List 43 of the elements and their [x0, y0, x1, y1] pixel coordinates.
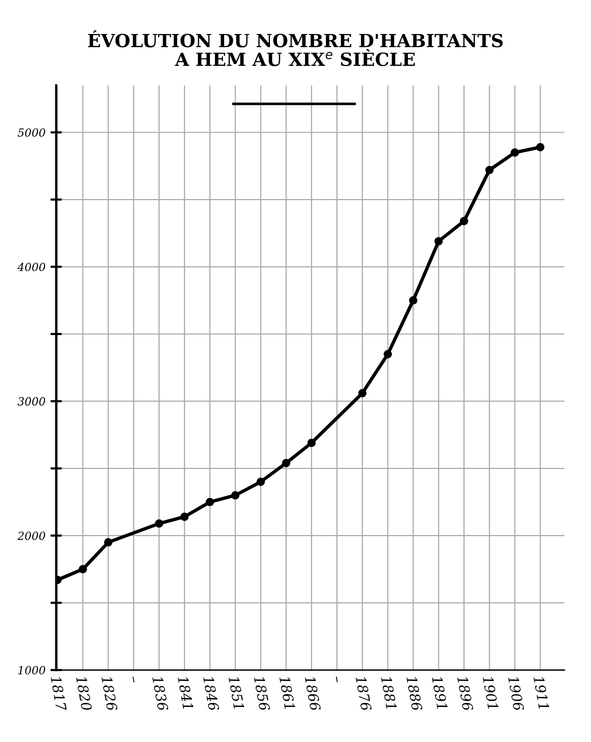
point: [485, 166, 494, 174]
point: [434, 237, 443, 246]
x-tick-label: 1826: [101, 676, 118, 712]
point: [460, 216, 468, 226]
y-tick-label: 2000: [17, 532, 46, 540]
point: [409, 296, 418, 305]
x-tick-label: 1896: [457, 676, 474, 712]
x-tick-label: 1851: [228, 676, 244, 709]
x-tick-label: 1861: [279, 676, 296, 709]
x-tick-label: –: [336, 676, 338, 682]
x-tick-label: 1866: [304, 676, 321, 712]
point: [282, 458, 290, 468]
x-tick-label: 1901: [482, 676, 498, 709]
chart-title: ÉVOLUTION DU NOMBRE D'HABITANTS A HEM AU XIX$^{e}$ SIÈCLE: [88, 30, 503, 66]
y-tick-label: 4000: [17, 262, 46, 272]
point: [104, 538, 112, 546]
y-tick-label: 1000: [18, 666, 46, 674]
point: [154, 519, 164, 528]
point: [307, 438, 316, 448]
y-tick-label: 5000: [18, 128, 46, 137]
x-tick-label: 1881: [380, 676, 397, 709]
x-tick-label: –: [132, 676, 134, 682]
x-tick-label: 1911: [533, 676, 550, 709]
point: [536, 142, 544, 152]
point: [180, 512, 189, 521]
x-tick-label: 1906: [508, 676, 524, 712]
point: [206, 498, 214, 506]
x-tick-label: 1876: [356, 676, 372, 712]
point: [358, 388, 367, 398]
point: [78, 565, 87, 574]
y-tick-label: 3000: [18, 397, 46, 406]
x-tick-label: 1846: [203, 676, 220, 712]
x-tick-label: 1886: [406, 676, 423, 712]
x-tick-label: 1891: [432, 676, 448, 709]
x-tick-label: 1817: [50, 676, 67, 712]
point: [256, 478, 265, 486]
point: [510, 148, 520, 157]
x-tick-label: 1820: [76, 676, 92, 711]
x-tick-label: 1841: [178, 676, 194, 709]
point: [231, 491, 240, 500]
x-tick-label: 1856: [254, 676, 270, 712]
x-tick-label: 1836: [152, 676, 168, 712]
point: [384, 350, 392, 358]
